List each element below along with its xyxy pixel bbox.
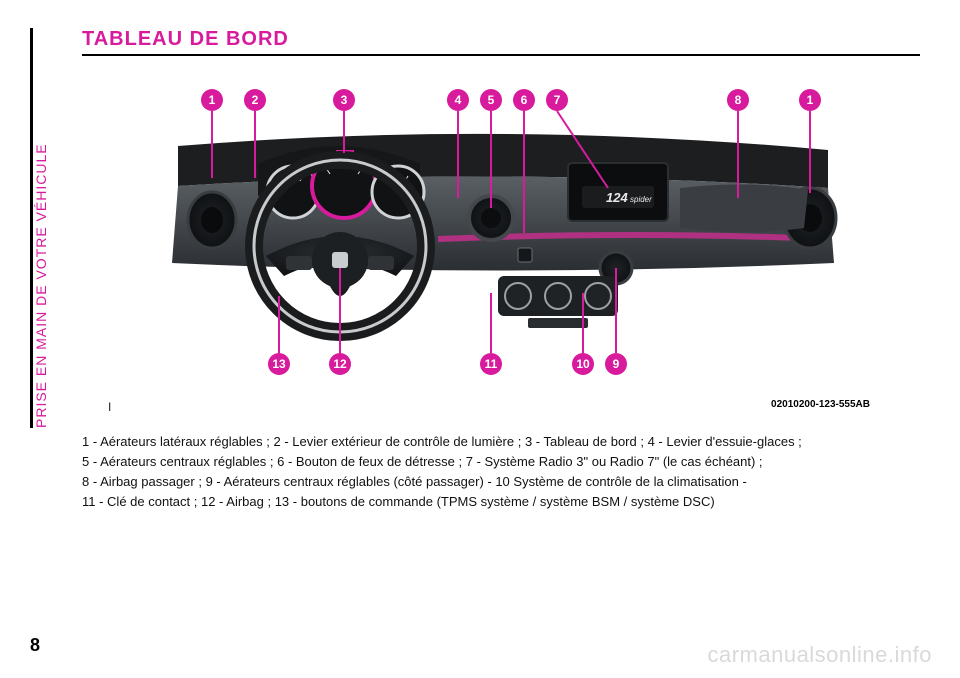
body-line-2: 5 - Aérateurs centraux réglables ; 6 - B… [82, 452, 920, 472]
callout-number: 5 [488, 93, 495, 107]
watermark: carmanualsonline.info [707, 642, 932, 668]
page-number: 8 [30, 635, 40, 656]
callout-number: 1 [807, 93, 814, 107]
body-line-4: 11 - Clé de contact ; 12 - Airbag ; 13 -… [82, 492, 920, 512]
callout-number: 12 [333, 357, 347, 371]
callout-number: 11 [485, 357, 498, 371]
dashboard-svg: 124 spider [108, 68, 888, 394]
callout-number: 8 [735, 93, 742, 107]
screen-brand-main: 124 [606, 190, 628, 205]
figure-code: 02010200-123-555AB [771, 399, 870, 410]
page-heading: TABLEAU DE BORD [82, 28, 289, 51]
heading-underline [82, 54, 920, 56]
callout-number: 3 [341, 93, 348, 107]
figure-label: I [108, 400, 111, 414]
callout-number: 6 [521, 93, 528, 107]
side-tab: PRISE EN MAIN DE VOTRE VÉHICULE [30, 28, 50, 428]
airbag-panel [680, 184, 808, 232]
callout-number: 2 [252, 93, 259, 107]
manual-page: PRISE EN MAIN DE VOTRE VÉHICULE TABLEAU … [0, 0, 960, 678]
side-tab-text: PRISE EN MAIN DE VOTRE VÉHICULE [33, 28, 53, 428]
body-text: 1 - Aérateurs latéraux réglables ; 2 - L… [82, 432, 920, 513]
hazard-button [518, 248, 532, 262]
body-line-3: 8 - Airbag passager ; 9 - Aérateurs cent… [82, 472, 920, 492]
climate-controls [498, 276, 618, 328]
body-line-1: 1 - Aérateurs latéraux réglables ; 2 - L… [82, 432, 920, 452]
callout-number: 10 [576, 357, 590, 371]
dashboard-figure: 124 spider [108, 68, 888, 394]
callout-number: 4 [455, 93, 462, 107]
callout-number: 9 [613, 357, 620, 371]
callout-number: 7 [554, 93, 561, 107]
callout-number: 1 [209, 93, 216, 107]
callout-number: 13 [272, 357, 286, 371]
screen-brand-sub: spider [630, 195, 652, 204]
